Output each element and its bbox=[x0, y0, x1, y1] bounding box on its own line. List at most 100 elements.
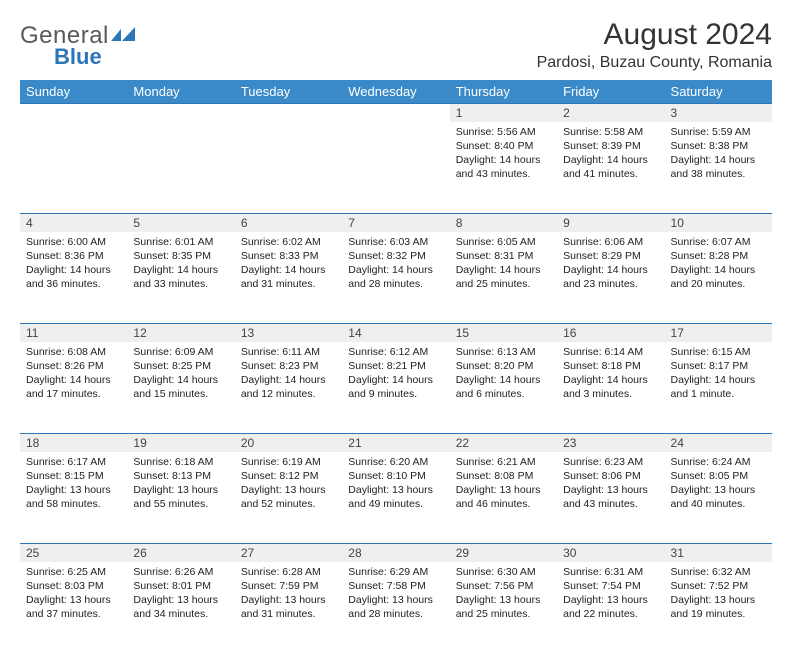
daylight-line: Daylight: 14 hours and 20 minutes. bbox=[671, 263, 766, 291]
day-detail-cell: Sunrise: 6:05 AMSunset: 8:31 PMDaylight:… bbox=[450, 232, 557, 324]
sunset-line: Sunset: 8:38 PM bbox=[671, 139, 766, 153]
weekday-header: Monday bbox=[127, 80, 234, 104]
day-number-cell: 28 bbox=[342, 544, 449, 562]
sunrise-line: Sunrise: 6:28 AM bbox=[241, 565, 336, 579]
sunrise-line: Sunrise: 6:25 AM bbox=[26, 565, 121, 579]
day-number-cell: 1 bbox=[450, 104, 557, 122]
daylight-line: Daylight: 13 hours and 58 minutes. bbox=[26, 483, 121, 511]
sunset-line: Sunset: 8:06 PM bbox=[563, 469, 658, 483]
weekday-header: Tuesday bbox=[235, 80, 342, 104]
day-detail-cell: Sunrise: 6:32 AMSunset: 7:52 PMDaylight:… bbox=[665, 562, 772, 654]
daylight-line: Daylight: 13 hours and 31 minutes. bbox=[241, 593, 336, 621]
day-detail-cell: Sunrise: 6:01 AMSunset: 8:35 PMDaylight:… bbox=[127, 232, 234, 324]
day-number-cell: 22 bbox=[450, 434, 557, 452]
day-number-cell bbox=[235, 104, 342, 122]
day-number-cell: 31 bbox=[665, 544, 772, 562]
day-detail-cell bbox=[20, 122, 127, 214]
daylight-line: Daylight: 14 hours and 3 minutes. bbox=[563, 373, 658, 401]
daylight-line: Daylight: 13 hours and 25 minutes. bbox=[456, 593, 551, 621]
day-detail-cell: Sunrise: 6:21 AMSunset: 8:08 PMDaylight:… bbox=[450, 452, 557, 544]
sunset-line: Sunset: 8:33 PM bbox=[241, 249, 336, 263]
sunset-line: Sunset: 8:26 PM bbox=[26, 359, 121, 373]
weekday-header: Friday bbox=[557, 80, 664, 104]
day-number-cell: 18 bbox=[20, 434, 127, 452]
month-title: August 2024 bbox=[537, 18, 772, 52]
sunset-line: Sunset: 8:31 PM bbox=[456, 249, 551, 263]
day-detail-cell: Sunrise: 6:26 AMSunset: 8:01 PMDaylight:… bbox=[127, 562, 234, 654]
sunset-line: Sunset: 8:18 PM bbox=[563, 359, 658, 373]
sunrise-line: Sunrise: 6:13 AM bbox=[456, 345, 551, 359]
day-number-cell: 7 bbox=[342, 214, 449, 232]
detail-row: Sunrise: 6:25 AMSunset: 8:03 PM Daylight:… bbox=[20, 562, 772, 654]
calendar-table: SundayMondayTuesdayWednesdayThursdayFrid… bbox=[20, 80, 772, 654]
day-number-cell: 3 bbox=[665, 104, 772, 122]
day-number-cell: 30 bbox=[557, 544, 664, 562]
day-number-cell: 24 bbox=[665, 434, 772, 452]
day-detail-cell: Sunrise: 6:31 AMSunset: 7:54 PMDaylight:… bbox=[557, 562, 664, 654]
day-number-cell: 8 bbox=[450, 214, 557, 232]
sunrise-line: Sunrise: 6:09 AM bbox=[133, 345, 228, 359]
day-number-cell: 4 bbox=[20, 214, 127, 232]
day-number-cell: 13 bbox=[235, 324, 342, 342]
daylight-line: Daylight: 14 hours and 9 minutes. bbox=[348, 373, 443, 401]
sunset-line: Sunset: 8:35 PM bbox=[133, 249, 228, 263]
day-number-cell: 11 bbox=[20, 324, 127, 342]
sunrise-line: Sunrise: 6:14 AM bbox=[563, 345, 658, 359]
header: General Blue August 2024 Pardosi, Buzau … bbox=[20, 18, 772, 72]
day-number-cell: 20 bbox=[235, 434, 342, 452]
sunrise-line: Sunrise: 6:23 AM bbox=[563, 455, 658, 469]
day-number-cell: 26 bbox=[127, 544, 234, 562]
sunrise-line: Sunrise: 6:29 AM bbox=[348, 565, 443, 579]
daylight-line: Daylight: 13 hours and 19 minutes. bbox=[671, 593, 766, 621]
sunset-line: Sunset: 8:20 PM bbox=[456, 359, 551, 373]
detail-row: Sunrise: 6:08 AMSunset: 8:26 PMDaylight:… bbox=[20, 342, 772, 434]
sunset-line: Sunset: 8:05 PM bbox=[671, 469, 766, 483]
day-number-cell: 27 bbox=[235, 544, 342, 562]
day-detail-cell bbox=[342, 122, 449, 214]
daynum-row: 123 bbox=[20, 104, 772, 122]
daylight-line: Daylight: 13 hours and 34 minutes. bbox=[133, 593, 228, 621]
sunset-line: Sunset: 7:54 PM bbox=[563, 579, 658, 593]
day-detail-cell: Sunrise: 6:24 AMSunset: 8:05 PMDaylight:… bbox=[665, 452, 772, 544]
sunset-line: Sunset: 8:28 PM bbox=[671, 249, 766, 263]
day-number-cell: 16 bbox=[557, 324, 664, 342]
day-detail-cell: Sunrise: 6:29 AMSunset: 7:58 PMDaylight:… bbox=[342, 562, 449, 654]
day-detail-cell: Sunrise: 6:06 AMSunset: 8:29 PMDaylight:… bbox=[557, 232, 664, 324]
sunrise-line: Sunrise: 6:03 AM bbox=[348, 235, 443, 249]
sunrise-line: Sunrise: 6:26 AM bbox=[133, 565, 228, 579]
sunset-line: Sunset: 8:21 PM bbox=[348, 359, 443, 373]
sunset-line: Sunset: 8:03 PM bbox=[26, 579, 121, 593]
day-detail-cell: Sunrise: 6:09 AMSunset: 8:25 PMDaylight:… bbox=[127, 342, 234, 434]
daylight-line: Daylight: 14 hours and 1 minute. bbox=[671, 373, 766, 401]
sunset-line: Sunset: 8:25 PM bbox=[133, 359, 228, 373]
sunset-line: Sunset: 7:52 PM bbox=[671, 579, 766, 593]
sunrise-line: Sunrise: 6:21 AM bbox=[456, 455, 551, 469]
sunrise-line: Sunrise: 5:56 AM bbox=[456, 125, 551, 139]
daylight-line: Daylight: 14 hours and 43 minutes. bbox=[456, 153, 551, 181]
day-detail-cell: Sunrise: 6:28 AMSunset: 7:59 PMDaylight:… bbox=[235, 562, 342, 654]
detail-row: Sunrise: 6:00 AMSunset: 8:36 PMDaylight:… bbox=[20, 232, 772, 324]
daylight-line: Daylight: 13 hours and 46 minutes. bbox=[456, 483, 551, 511]
daylight-line: Daylight: 14 hours and 38 minutes. bbox=[671, 153, 766, 181]
day-number-cell: 25 bbox=[20, 544, 127, 562]
daynum-row: 11121314151617 bbox=[20, 324, 772, 342]
sunrise-line: Sunrise: 6:19 AM bbox=[241, 455, 336, 469]
logo-flag-icon bbox=[111, 27, 137, 48]
daylight-line: Daylight: 14 hours and 25 minutes. bbox=[456, 263, 551, 291]
sunset-line: Sunset: 8:17 PM bbox=[671, 359, 766, 373]
sunrise-line: Sunrise: 6:07 AM bbox=[671, 235, 766, 249]
sunrise-line: Sunrise: 5:58 AM bbox=[563, 125, 658, 139]
detail-row: Sunrise: 6:17 AMSunset: 8:15 PMDaylight:… bbox=[20, 452, 772, 544]
day-number-cell: 2 bbox=[557, 104, 664, 122]
day-detail-cell bbox=[127, 122, 234, 214]
daylight-line: Daylight: 14 hours and 41 minutes. bbox=[563, 153, 658, 181]
day-detail-cell: Sunrise: 6:13 AMSunset: 8:20 PMDaylight:… bbox=[450, 342, 557, 434]
sunset-line: Sunset: 8:01 PM bbox=[133, 579, 228, 593]
daylight-line: Daylight: 14 hours and 17 minutes. bbox=[26, 373, 121, 401]
day-detail-cell: Sunrise: 5:56 AMSunset: 8:40 PMDaylight:… bbox=[450, 122, 557, 214]
sunset-line: Sunset: 8:12 PM bbox=[241, 469, 336, 483]
day-detail-cell: Sunrise: 6:17 AMSunset: 8:15 PMDaylight:… bbox=[20, 452, 127, 544]
day-detail-cell: Sunrise: 6:11 AMSunset: 8:23 PMDaylight:… bbox=[235, 342, 342, 434]
sunset-line: Sunset: 8:23 PM bbox=[241, 359, 336, 373]
day-number-cell: 19 bbox=[127, 434, 234, 452]
